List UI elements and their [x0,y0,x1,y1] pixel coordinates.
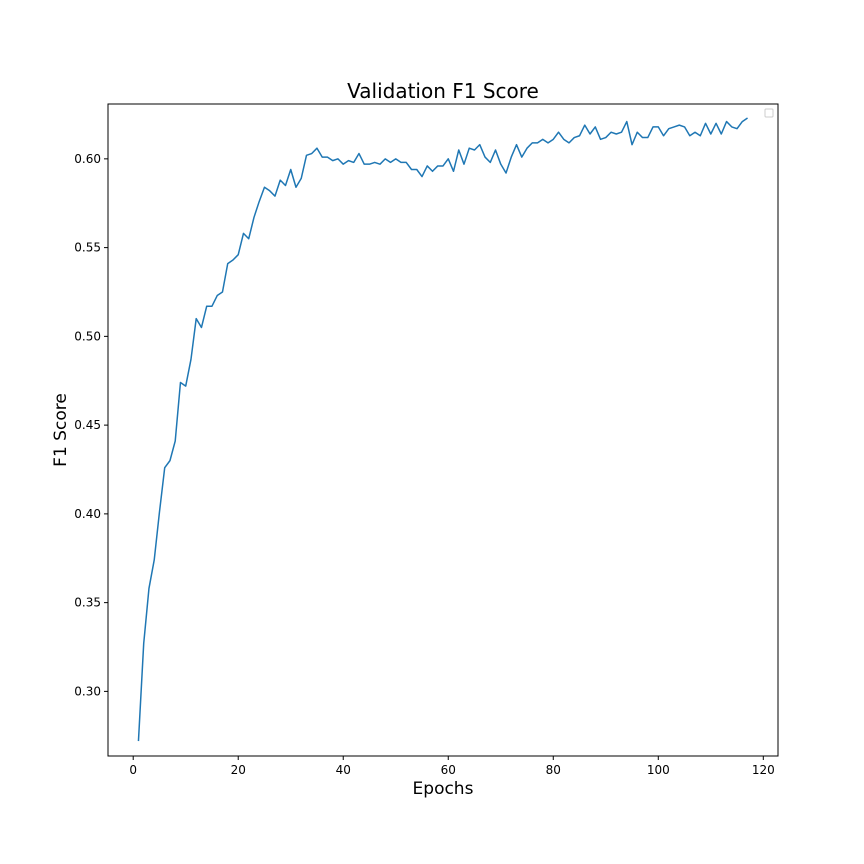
legend-box [764,108,774,118]
y-tick-label: 0.45 [74,418,101,432]
y-tick-label: 0.30 [74,684,101,698]
series-line-0 [137,117,748,742]
y-tick-label: 0.50 [74,329,101,343]
y-tick-label: 0.35 [74,596,101,610]
y-tick-label: 0.40 [74,507,101,521]
x-tick-label: 40 [336,763,351,777]
axis-layer: 0 20 40 60 80 100 120 0.30 0.35 0.40 0.45 0.50 0.55 0… [74,152,774,777]
plot-area-frame [107,103,779,757]
x-tick-label: 0 [129,763,137,777]
y-tick-label: 0.60 [74,152,101,166]
x-tick-label: 80 [546,763,561,777]
line-layer [137,117,748,742]
x-tick-label: 60 [441,763,456,777]
x-tick-label: 120 [752,763,775,777]
chart-title: Validation F1 Score [347,79,539,103]
y-axis-title: F1 Score [51,393,71,467]
x-tick-label: 20 [231,763,246,777]
x-tick-label: 100 [647,763,670,777]
x-axis-title: Epochs [413,779,474,799]
y-tick-label: 0.55 [74,241,101,255]
